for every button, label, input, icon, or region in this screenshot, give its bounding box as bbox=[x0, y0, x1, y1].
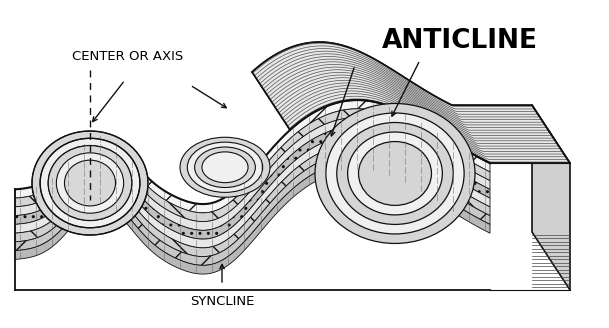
Ellipse shape bbox=[65, 160, 116, 206]
Text: SYNCLINE: SYNCLINE bbox=[190, 295, 254, 308]
Text: ANTICLINE: ANTICLINE bbox=[382, 28, 538, 54]
Polygon shape bbox=[15, 109, 490, 222]
Ellipse shape bbox=[195, 147, 255, 188]
Polygon shape bbox=[252, 42, 570, 163]
Ellipse shape bbox=[57, 153, 124, 213]
Polygon shape bbox=[15, 161, 490, 274]
Polygon shape bbox=[15, 144, 490, 256]
Polygon shape bbox=[15, 153, 490, 265]
Ellipse shape bbox=[202, 152, 248, 183]
Ellipse shape bbox=[326, 113, 464, 234]
Polygon shape bbox=[532, 105, 570, 290]
Ellipse shape bbox=[32, 131, 148, 235]
Ellipse shape bbox=[188, 142, 262, 193]
Ellipse shape bbox=[315, 103, 475, 243]
Polygon shape bbox=[15, 126, 490, 239]
Polygon shape bbox=[15, 135, 490, 248]
Polygon shape bbox=[15, 100, 490, 213]
Polygon shape bbox=[15, 117, 490, 230]
Ellipse shape bbox=[180, 137, 270, 197]
Ellipse shape bbox=[348, 132, 442, 215]
Ellipse shape bbox=[337, 122, 453, 224]
Ellipse shape bbox=[40, 138, 140, 228]
Ellipse shape bbox=[48, 146, 132, 220]
Text: CENTER OR AXIS: CENTER OR AXIS bbox=[72, 50, 183, 63]
Ellipse shape bbox=[359, 142, 432, 205]
